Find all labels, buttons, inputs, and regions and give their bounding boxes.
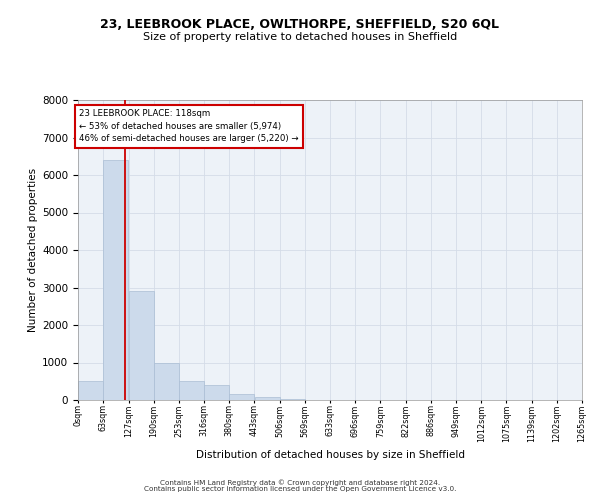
Bar xyxy=(78,381,103,400)
Bar xyxy=(179,381,204,400)
Bar xyxy=(254,397,280,400)
Bar xyxy=(128,291,154,400)
X-axis label: Distribution of detached houses by size in Sheffield: Distribution of detached houses by size … xyxy=(196,450,464,460)
Bar xyxy=(280,399,305,400)
Y-axis label: Number of detached properties: Number of detached properties xyxy=(28,168,38,332)
Bar xyxy=(204,385,229,400)
Text: Contains HM Land Registry data © Crown copyright and database right 2024.
Contai: Contains HM Land Registry data © Crown c… xyxy=(144,479,456,492)
Text: 23 LEEBROOK PLACE: 118sqm
← 53% of detached houses are smaller (5,974)
46% of se: 23 LEEBROOK PLACE: 118sqm ← 53% of detac… xyxy=(79,110,299,144)
Text: 23, LEEBROOK PLACE, OWLTHORPE, SHEFFIELD, S20 6QL: 23, LEEBROOK PLACE, OWLTHORPE, SHEFFIELD… xyxy=(101,18,499,30)
Bar xyxy=(154,362,179,400)
Bar xyxy=(103,160,128,400)
Bar xyxy=(229,394,254,400)
Text: Size of property relative to detached houses in Sheffield: Size of property relative to detached ho… xyxy=(143,32,457,42)
